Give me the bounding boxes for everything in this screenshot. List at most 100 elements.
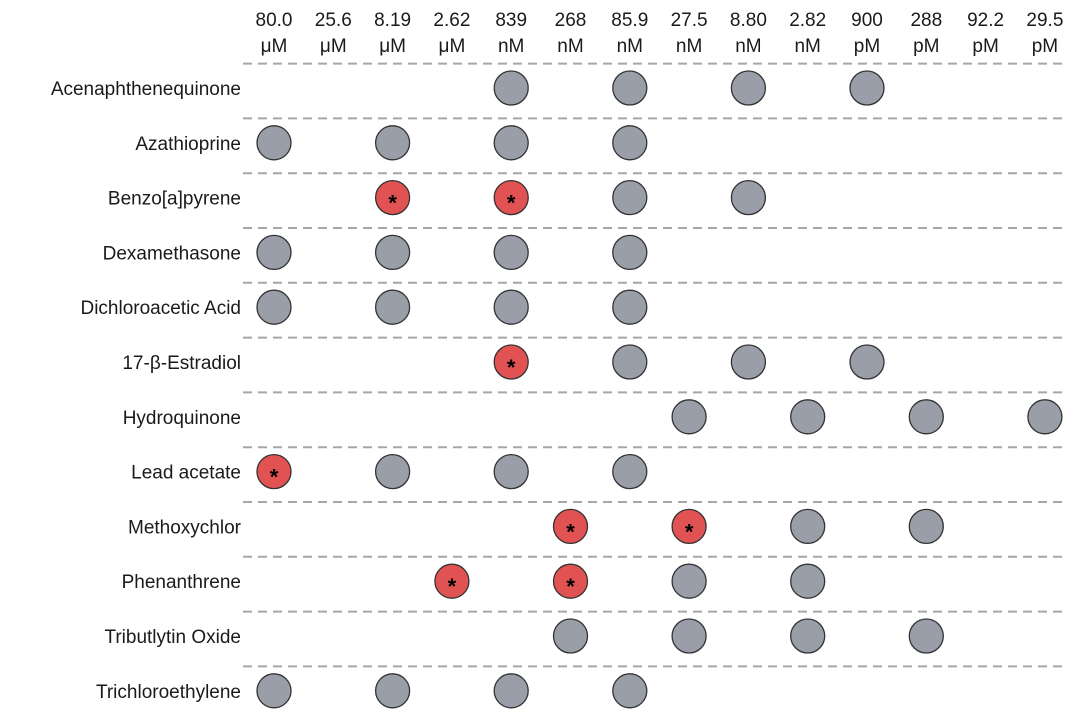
column-unit-2: μM <box>379 36 406 57</box>
column-unit-5: nM <box>557 36 583 57</box>
significant-dose-dot <box>256 453 292 490</box>
column-unit-1: μM <box>320 36 347 57</box>
tested-dose-dot <box>849 70 885 106</box>
significant-dose-dot <box>552 508 589 545</box>
tested-dose-dot <box>908 399 944 435</box>
row-label: Dexamethasone <box>103 243 241 264</box>
tested-dose-dot <box>1027 399 1063 435</box>
significance-asterisk: * <box>448 574 457 599</box>
column-unit-8: nM <box>735 36 761 57</box>
tested-dose-dot <box>493 673 529 709</box>
column-unit-0: μM <box>261 36 288 57</box>
tested-dose-dot <box>256 125 292 161</box>
column-value-10: 900 <box>851 10 883 31</box>
dose-dots: * * * * * * * * <box>256 70 1063 709</box>
column-unit-10: pM <box>854 36 880 57</box>
row-label: Acenaphthenequinone <box>51 79 241 100</box>
column-unit-11: pM <box>913 36 939 57</box>
tested-dose-dot <box>493 70 529 106</box>
tested-dose-dot <box>612 179 648 216</box>
significant-dose-dot <box>493 344 529 380</box>
tested-dose-dot <box>612 289 648 325</box>
tested-dose-dot <box>730 179 767 216</box>
significant-dose-dot <box>434 563 470 599</box>
row-separators <box>243 62 1068 668</box>
tested-dose-dot <box>730 70 767 106</box>
row-label: Trichloroethylene <box>96 682 241 703</box>
tested-dose-dot <box>374 453 411 490</box>
column-value-1: 25.6 <box>315 10 352 31</box>
tested-dose-dot <box>790 563 826 599</box>
tested-dose-dot <box>374 289 411 325</box>
significant-dose-dot <box>671 508 707 545</box>
column-value-8: 8.80 <box>730 10 767 31</box>
chemical-row-labels: Acenaphthenequinone Azathioprine Benzo[a]p… <box>51 79 242 703</box>
significant-dose-dot <box>374 179 411 216</box>
column-value-2: 8.19 <box>374 10 411 31</box>
tested-dose-dot <box>790 399 826 435</box>
tested-dose-dot <box>671 618 707 654</box>
row-label: Benzo[a]pyrene <box>108 189 241 210</box>
row-label: Methoxychlor <box>128 517 242 538</box>
column-value-11: 288 <box>910 10 942 31</box>
row-label: Azathioprine <box>135 134 241 155</box>
tested-dose-dot <box>612 125 648 161</box>
significance-asterisk: * <box>507 191 516 216</box>
tested-dose-dot <box>671 563 707 599</box>
tested-dose-dot <box>256 673 292 709</box>
significance-asterisk: * <box>566 519 575 544</box>
row-label: Tributlytin Oxide <box>104 627 241 648</box>
row-label: Lead acetate <box>131 463 241 484</box>
tested-dose-dot <box>730 344 767 380</box>
column-unit-4: nM <box>498 36 524 57</box>
column-value-12: 92.2 <box>967 10 1004 31</box>
tested-dose-dot <box>493 289 529 325</box>
column-value-4: 839 <box>495 10 527 31</box>
tested-dose-dot <box>256 234 292 271</box>
significance-asterisk: * <box>388 191 397 216</box>
tested-dose-dot <box>612 70 648 106</box>
column-unit-12: pM <box>972 36 998 57</box>
column-value-6: 85.9 <box>611 10 648 31</box>
tested-dose-dot <box>374 673 411 709</box>
column-value-0: 80.0 <box>256 10 293 31</box>
tested-dose-dot <box>849 344 885 380</box>
row-label: Hydroquinone <box>123 408 241 429</box>
column-value-5: 268 <box>555 10 587 31</box>
column-value-3: 2.62 <box>433 10 470 31</box>
tested-dose-dot <box>908 618 944 654</box>
significance-asterisk: * <box>685 519 694 544</box>
tested-dose-dot <box>552 618 589 654</box>
column-unit-13: pM <box>1032 36 1058 57</box>
tested-dose-dot <box>612 673 648 709</box>
tested-dose-dot <box>493 234 529 271</box>
column-unit-7: nM <box>676 36 702 57</box>
tested-dose-dot <box>612 453 648 490</box>
tested-dose-dot <box>790 618 826 654</box>
tested-dose-dot <box>256 289 292 325</box>
column-value-9: 2.82 <box>789 10 826 31</box>
tested-dose-dot <box>790 508 826 545</box>
significant-dose-dot <box>493 179 529 216</box>
column-unit-3: μM <box>439 36 466 57</box>
tested-dose-dot <box>671 399 707 435</box>
tested-dose-dot <box>493 453 529 490</box>
tested-dose-dot <box>908 508 944 545</box>
column-unit-9: nM <box>794 36 820 57</box>
column-unit-6: nM <box>617 36 643 57</box>
column-value-13: 29.5 <box>1026 10 1063 31</box>
tested-dose-dot <box>493 125 529 161</box>
row-label: Phenanthrene <box>122 572 241 593</box>
significance-asterisk: * <box>270 465 279 490</box>
significant-dose-dot <box>552 563 589 599</box>
column-value-7: 27.5 <box>671 10 708 31</box>
significance-asterisk: * <box>507 355 516 380</box>
row-label: Dichloroacetic Acid <box>80 298 241 319</box>
concentration-column-headers: 80.0 μM 25.6 μM 8.19 μM 2.62 μM 839 nM 268 nM 85.9 nM… <box>256 10 1064 57</box>
tested-dose-dot <box>374 125 411 161</box>
tested-dose-dot <box>374 234 411 271</box>
row-label: 17-β-Estradiol <box>122 353 241 374</box>
tested-dose-dot <box>612 344 648 380</box>
significance-asterisk: * <box>566 574 575 599</box>
